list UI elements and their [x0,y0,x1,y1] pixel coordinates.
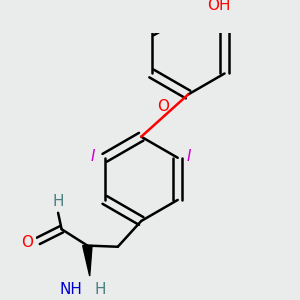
Text: I: I [91,149,95,164]
Text: NH: NH [60,282,83,297]
Polygon shape [83,246,92,276]
Text: I: I [187,149,192,164]
Text: O: O [158,100,169,115]
Text: OH: OH [207,0,230,13]
Text: H: H [94,282,106,297]
Text: O: O [22,235,34,250]
Text: H: H [52,194,64,209]
